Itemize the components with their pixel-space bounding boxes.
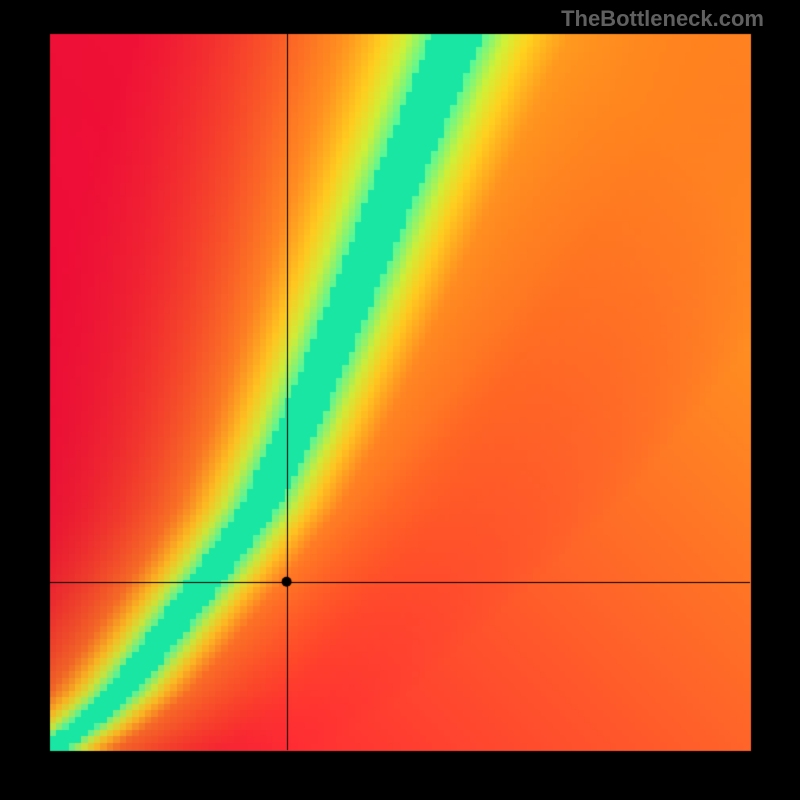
watermark-text: TheBottleneck.com [561,6,764,32]
bottleneck-heatmap [0,0,800,800]
chart-container: TheBottleneck.com [0,0,800,800]
